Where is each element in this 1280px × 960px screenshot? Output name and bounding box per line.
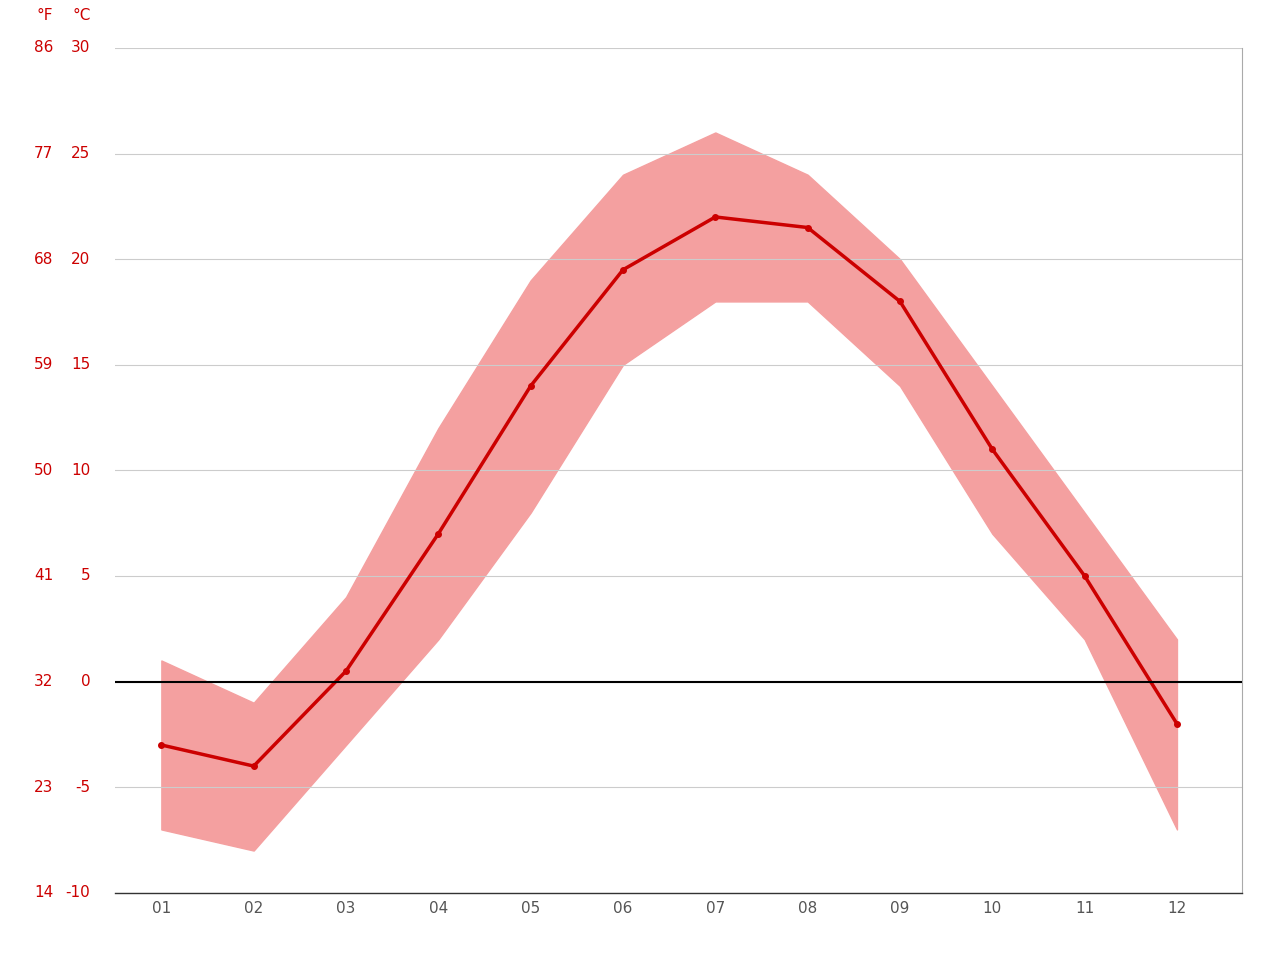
Text: 14: 14 xyxy=(35,885,54,900)
Text: 25: 25 xyxy=(72,146,91,161)
Text: °F: °F xyxy=(37,8,54,23)
Text: 32: 32 xyxy=(33,674,54,689)
Text: 10: 10 xyxy=(72,463,91,478)
Text: 50: 50 xyxy=(35,463,54,478)
Text: -5: -5 xyxy=(76,780,91,795)
Text: 59: 59 xyxy=(33,357,54,372)
Text: 41: 41 xyxy=(35,568,54,584)
Text: 86: 86 xyxy=(33,40,54,56)
Text: 20: 20 xyxy=(72,252,91,267)
Text: -10: -10 xyxy=(65,885,91,900)
Text: 30: 30 xyxy=(72,40,91,56)
Text: 23: 23 xyxy=(33,780,54,795)
Text: 5: 5 xyxy=(81,568,91,584)
Text: 15: 15 xyxy=(72,357,91,372)
Text: 68: 68 xyxy=(33,252,54,267)
Text: 0: 0 xyxy=(81,674,91,689)
Text: 77: 77 xyxy=(35,146,54,161)
Text: °C: °C xyxy=(72,8,91,23)
